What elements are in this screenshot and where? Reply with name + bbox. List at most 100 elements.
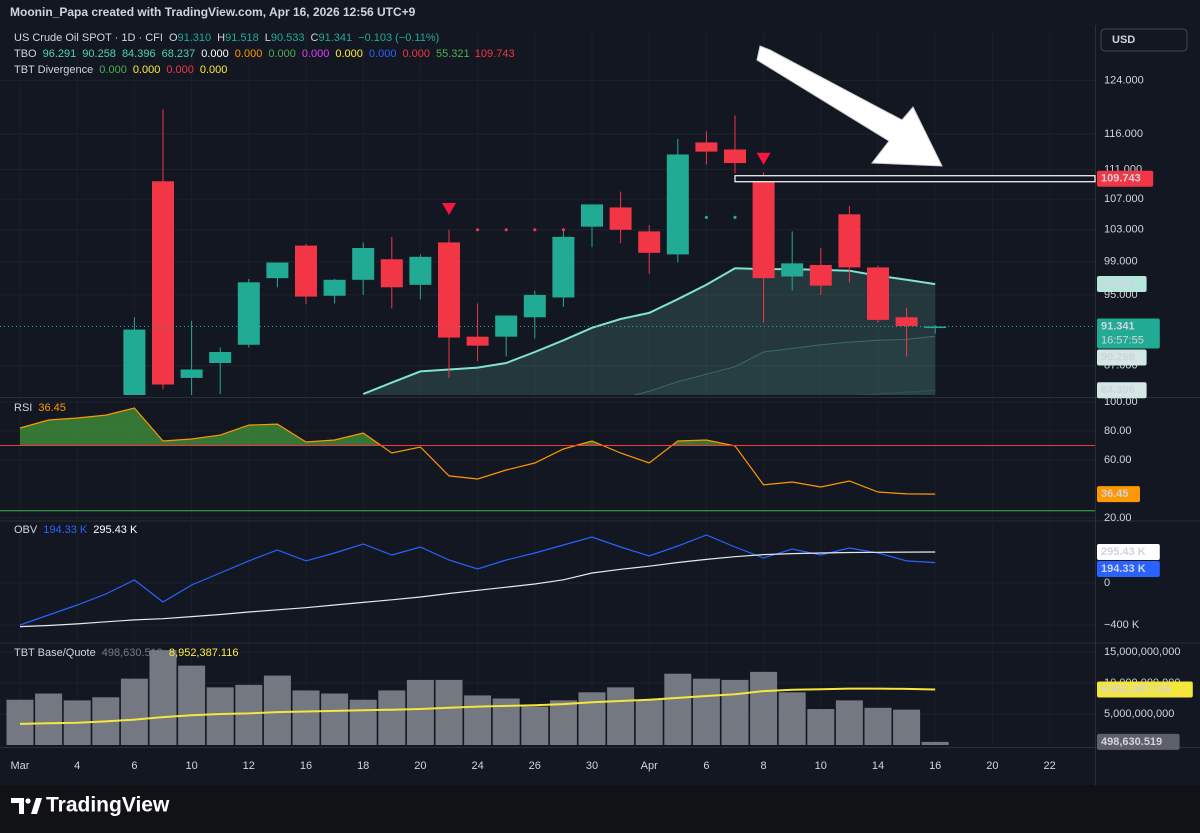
pane (19, 407, 936, 495)
legend-row: TBT Divergence 0.000 0.000 0.000 0.000 (14, 64, 227, 76)
candle-body (781, 263, 804, 277)
y-tick-label: −400 K (1104, 619, 1140, 631)
price-badge (1097, 486, 1140, 503)
legend-name: TBT Base/Quote (14, 647, 96, 659)
candle-body (867, 267, 889, 320)
legend-value: 194.33 K (43, 524, 88, 536)
bar (921, 741, 949, 745)
legend-value: 0.000 (166, 64, 194, 76)
price-badge-label: 109.743 (1101, 173, 1141, 185)
y-tick-label: 99.000 (1104, 256, 1138, 268)
y-tick-label: 5,000,000,000 (1104, 708, 1174, 720)
x-tick-label: 16 (300, 760, 312, 772)
signal-triangle (756, 152, 771, 165)
candle-body (724, 149, 746, 164)
logo-mark (25, 798, 31, 804)
legend-value: −0.103 (−0.11%) (358, 32, 439, 44)
currency-label[interactable]: USD (1112, 34, 1135, 46)
legend-value: 96.291 (43, 48, 77, 60)
bar (578, 692, 606, 745)
candle-body (666, 154, 689, 255)
indicator-line (19, 687, 936, 725)
x-tick-label: 30 (586, 760, 598, 772)
bar (235, 684, 263, 745)
legend-value: 55.321 (436, 48, 470, 60)
legend-key: C (311, 32, 319, 44)
legend-value: 91.518 (225, 32, 259, 44)
price-badge (1097, 560, 1160, 577)
bar (807, 709, 835, 745)
y-tick-label: 103.000 (1104, 224, 1144, 236)
area (849, 390, 936, 395)
legend-name: RSI (14, 402, 32, 414)
bar (349, 699, 377, 745)
bar (406, 679, 434, 745)
signal-triangle (442, 202, 456, 215)
legend-key: O (169, 32, 178, 44)
signal-dot (704, 215, 709, 219)
candle-body (924, 326, 947, 329)
x-tick-label: 20 (414, 760, 426, 772)
y-tick-label: 15,000,000,000 (1104, 646, 1180, 658)
currency-button-frame[interactable] (1100, 28, 1188, 52)
bar (292, 690, 320, 745)
legend-value: 68.237 (162, 48, 196, 60)
candle-body (152, 181, 174, 385)
legend-value: 0.000 (235, 48, 263, 60)
x-tick-label: 10 (815, 760, 827, 772)
logo-mark (11, 798, 24, 814)
price-badge-label: 295.43 K (1101, 546, 1146, 558)
candle-body (409, 256, 432, 285)
legend-row: TBT Base/Quote 498,630.519 8,952,387.116 (14, 647, 238, 659)
bar (778, 692, 806, 745)
legend-value: 0.000 (335, 48, 363, 60)
signal-dot (476, 228, 480, 232)
bar (464, 695, 492, 745)
x-tick-label: 4 (74, 760, 80, 772)
currency-button[interactable]: USD (1100, 28, 1188, 52)
price-badge (1097, 543, 1160, 560)
candle-body (581, 204, 603, 227)
indicator-line (632, 335, 936, 395)
price-badge-label: 194.33 K (1101, 563, 1146, 575)
x-tick-label: 16 (929, 760, 941, 772)
x-tick-label: 18 (357, 760, 369, 772)
bar (893, 709, 921, 745)
bar (120, 678, 148, 745)
indicator-line (19, 407, 936, 495)
bar (435, 679, 463, 745)
bar (6, 699, 34, 745)
candle-body (466, 336, 489, 346)
price-badge-label: 96.291 (1101, 278, 1135, 290)
legend-name: OBV (14, 524, 38, 536)
legend-row: OBV 194.33 K 295.43 K (14, 524, 138, 536)
price-badge (1097, 318, 1160, 349)
bar (206, 687, 234, 745)
price-badge (1097, 276, 1147, 293)
candle-body (180, 369, 203, 378)
footer-bar (0, 785, 1200, 833)
legend-key: L (265, 32, 271, 44)
pane (19, 534, 936, 628)
price-badge (1097, 681, 1193, 698)
legend-value: 0.000 (201, 48, 229, 60)
x-tick-label: 6 (703, 760, 709, 772)
bar (378, 690, 406, 745)
price-badge-label: 8,952,387.116 (1101, 683, 1171, 695)
x-tick-label: 12 (243, 760, 255, 772)
area (20, 408, 936, 446)
bar (35, 693, 63, 745)
candle-body (495, 315, 518, 337)
bar (721, 679, 749, 745)
indicator-line (19, 551, 936, 628)
price-badge (1097, 349, 1147, 366)
price-badge (1097, 170, 1154, 187)
candle-body (523, 294, 546, 318)
legend-name: TBO (14, 48, 37, 60)
area (563, 336, 936, 395)
legend-row: RSI 36.45 (14, 402, 66, 414)
legend-value: 91.341 (319, 32, 353, 44)
y-tick-label: 0 (1104, 577, 1110, 589)
x-tick-label: 24 (471, 760, 483, 772)
price-badge (1097, 733, 1180, 750)
